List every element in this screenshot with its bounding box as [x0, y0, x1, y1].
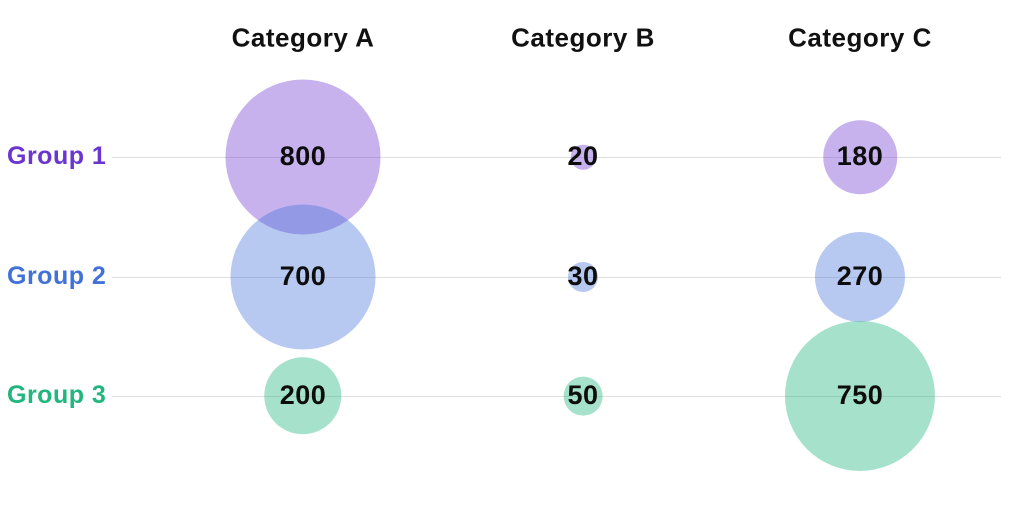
bubble	[230, 204, 376, 350]
category-header: Category C	[788, 22, 932, 53]
bubble-value-label: 270	[836, 260, 884, 291]
group-label: Group 3	[7, 380, 107, 409]
bubble	[225, 79, 381, 235]
bubble-value-label: 30	[567, 260, 599, 291]
bubble-value-label: 180	[836, 140, 884, 171]
group-label: Group 1	[7, 141, 107, 170]
row-gridline	[112, 156, 1001, 158]
bubble	[563, 376, 603, 416]
bubble	[568, 262, 598, 292]
bubble-value-label: 200	[279, 379, 327, 410]
bubble	[570, 144, 596, 170]
category-header: Category B	[511, 22, 655, 53]
bubble	[264, 357, 342, 435]
bubble-value-label: 700	[279, 260, 327, 291]
group-label: Group 2	[7, 261, 107, 290]
bubble-value-label: 800	[279, 140, 327, 171]
bubble	[784, 320, 936, 472]
bubble-value-label: 20	[567, 140, 599, 171]
row-gridline	[112, 395, 1001, 397]
bubble	[814, 231, 906, 323]
bubble	[823, 120, 897, 194]
bubble-value-label: 50	[567, 379, 599, 410]
bubble-value-label: 750	[836, 379, 884, 410]
row-gridline	[112, 276, 1001, 278]
category-header: Category A	[231, 22, 375, 53]
